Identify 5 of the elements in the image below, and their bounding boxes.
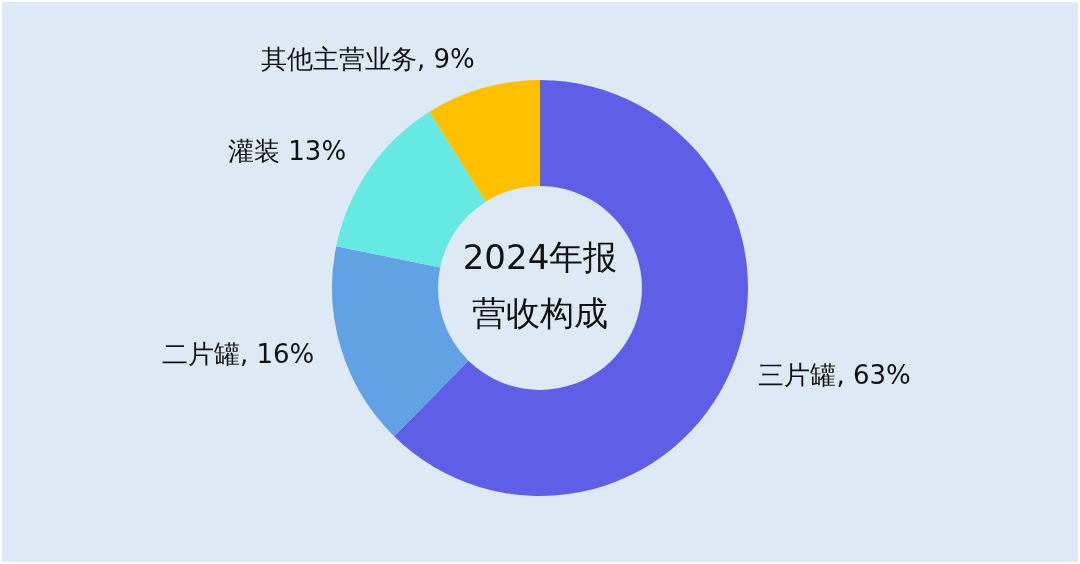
slice-label: 三片罐, 63%	[758, 360, 911, 391]
text: 2024年报营收构成	[462, 236, 618, 333]
slice-label: 灌装 13%	[228, 136, 347, 167]
slice-label: 二片罐, 16%	[161, 339, 315, 370]
slice-label: 其他主营业务, 9%	[261, 43, 475, 74]
